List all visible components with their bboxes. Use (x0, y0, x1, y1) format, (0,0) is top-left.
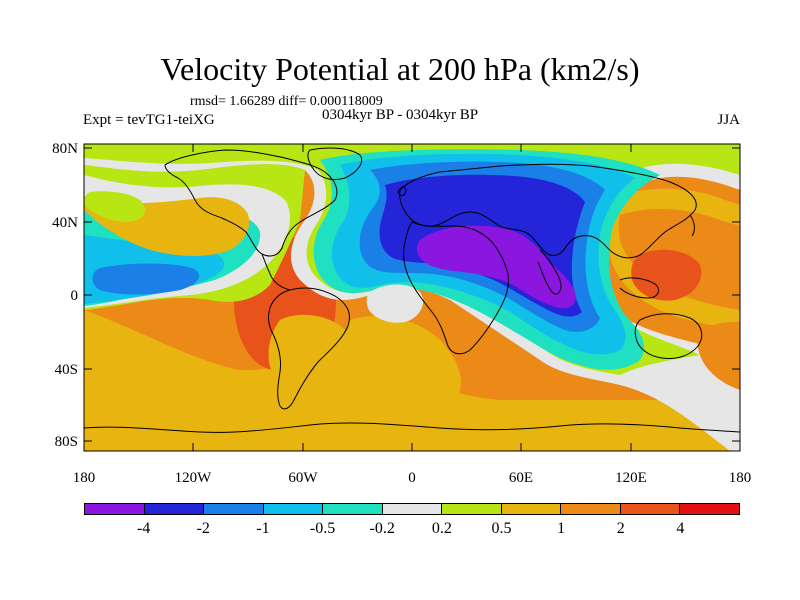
coast-central-america (261, 253, 291, 291)
colorbar-swatch (263, 504, 324, 514)
coast-uk (397, 186, 407, 197)
colorbar-swatch (680, 504, 740, 514)
colorbar-swatch (144, 504, 205, 514)
colorbar-labels: -4 -2 -1 -0.5 -0.2 0.2 0.5 1 2 4 (84, 520, 740, 542)
colorbar-label: -0.5 (309, 520, 336, 537)
lon-label-60w: 60W (288, 470, 318, 486)
lat-label-80s: 80S (55, 434, 78, 450)
coast-south-america (268, 287, 350, 410)
lon-label-120e: 120E (615, 470, 647, 486)
field-purple-afasia (416, 225, 576, 309)
coast-north-america (164, 149, 338, 257)
colorbar (84, 503, 740, 515)
field-sepac-orange (697, 321, 740, 390)
coast-india (537, 249, 562, 295)
colorbar-swatch (382, 504, 443, 514)
field-grey-eqatl (366, 284, 424, 323)
colorbar-swatch (85, 504, 145, 514)
lon-label-120w: 120W (175, 470, 213, 486)
colorbar-label: 4 (676, 520, 685, 537)
field-blue-epac (92, 263, 200, 295)
lon-label-180-left: 180 (73, 470, 96, 486)
colorbar-label: 2 (616, 520, 625, 537)
colorbar-label: -1 (256, 520, 270, 537)
colorbar-label: 0.5 (491, 520, 512, 537)
lat-label-40s: 40S (55, 362, 78, 378)
lat-label-40n: 40N (52, 215, 78, 231)
stats-line: rmsd= 1.66289 diff= 0.000118009 (190, 94, 383, 109)
coast-greenland (307, 147, 363, 181)
colorbar-label: 0.2 (431, 520, 452, 537)
colorbar-swatch (442, 504, 502, 514)
colorbar-label: -4 (136, 520, 151, 537)
colorbar-swatch (561, 504, 621, 514)
coast-indonesia (619, 277, 659, 299)
colorbar-swatch (620, 504, 681, 514)
coast-japan (689, 214, 695, 237)
coastlines (84, 147, 740, 433)
coast-antarctica (84, 422, 740, 433)
colorbar-label: -0.2 (369, 520, 395, 537)
coast-africa (403, 221, 509, 355)
colorbar-swatch (501, 504, 562, 514)
field-light-atl (268, 314, 351, 394)
lat-label-80n: 80N (52, 141, 78, 157)
lon-label-180-right: 180 (729, 470, 752, 486)
colorbar-label: 1 (557, 520, 566, 537)
axis-ticks (84, 144, 740, 451)
lat-label-0: 0 (71, 288, 79, 304)
colorbar-swatch (204, 504, 264, 514)
lon-label-0: 0 (408, 470, 416, 486)
colorbar-swatch (323, 504, 383, 514)
lon-label-60e: 60E (509, 470, 533, 486)
field-green-cornwall (84, 191, 146, 222)
coast-eurasia (399, 163, 697, 259)
experiment-label: Expt = tevTG1-teiXG (83, 112, 215, 128)
field-satlantic-light (344, 316, 461, 410)
season-label: JJA (717, 112, 740, 128)
period-label: 0304kyr BP - 0304kyr BP (322, 107, 479, 123)
coast-australia (634, 313, 703, 359)
field-wpac-red (631, 249, 702, 301)
colorbar-label: -2 (196, 520, 210, 537)
plot-title: Velocity Potential at 200 hPa (km2/s) (160, 51, 640, 87)
